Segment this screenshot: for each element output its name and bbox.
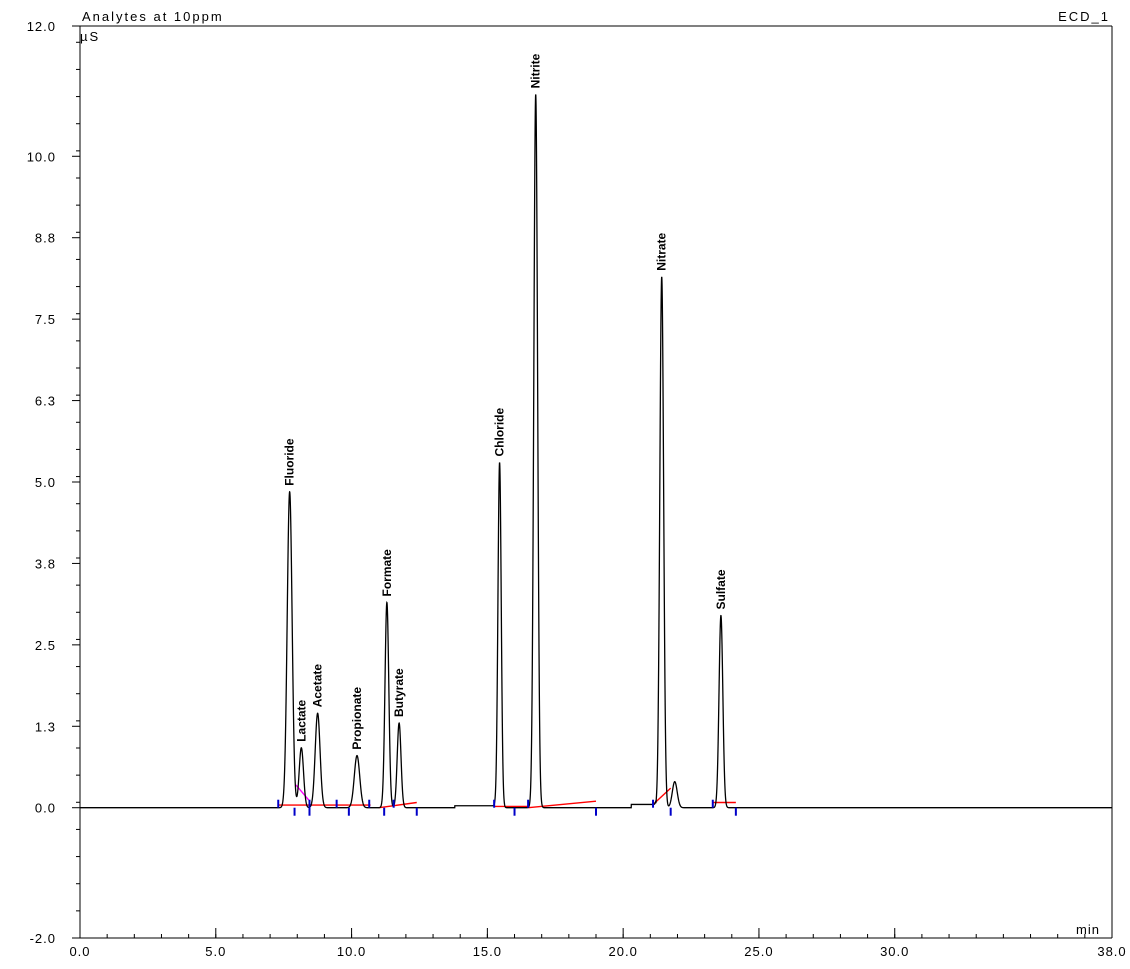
y-tick-label: 5.0 bbox=[35, 475, 56, 490]
x-tick-label: 0.0 bbox=[69, 944, 90, 959]
chromatogram-trace bbox=[80, 94, 1112, 809]
y-tick-label: 0.0 bbox=[35, 801, 56, 816]
y-tick-label: 12.0 bbox=[27, 19, 56, 34]
peak-label-sulfate: Sulfate bbox=[714, 569, 728, 609]
detector-label: ECD_1 bbox=[1058, 9, 1110, 24]
peak-label-nitrite: Nitrite bbox=[529, 53, 543, 88]
y-axis-label: µS bbox=[80, 29, 100, 44]
integration-marks bbox=[277, 799, 737, 816]
y-tick-label: 1.3 bbox=[35, 719, 56, 734]
baseline-segment bbox=[528, 800, 597, 809]
x-tick-label: 5.0 bbox=[205, 944, 226, 959]
y-tick-label: 7.5 bbox=[35, 312, 56, 327]
x-tick-label: 25.0 bbox=[744, 944, 773, 959]
peak-label-propionate: Propionate bbox=[350, 687, 364, 750]
y-tick-label: 2.5 bbox=[35, 638, 56, 653]
peak-label-formate: Formate bbox=[380, 549, 394, 597]
y-tick-label: 6.3 bbox=[35, 394, 56, 409]
chart-title: Analytes at 10ppm bbox=[82, 9, 224, 24]
baseline-segment bbox=[378, 801, 417, 809]
peak-label-acetate: Acetate bbox=[311, 664, 325, 708]
peak-label-butyrate: Butyrate bbox=[392, 668, 406, 717]
x-tick-label: 20.0 bbox=[609, 944, 638, 959]
peak-label-fluoride: Fluoride bbox=[283, 438, 297, 486]
x-tick-label: 10.0 bbox=[337, 944, 366, 959]
peak-label-nitrate: Nitrate bbox=[655, 232, 669, 270]
y-tick-label: 10.0 bbox=[27, 149, 56, 164]
x-tick-label: 15.0 bbox=[473, 944, 502, 959]
axes: -2.0 0.0 1.3 2.5 3.8 5.0 6.3 7.5 8.8 10.0 12.0 0.0 5… bbox=[27, 19, 1126, 959]
y-tick-label: 8.8 bbox=[35, 231, 56, 246]
trace-layer bbox=[80, 94, 1112, 809]
x-tick-label: 38.0 bbox=[1097, 944, 1126, 959]
peak-label-chloride: Chloride bbox=[493, 408, 507, 457]
peak-label-lactate: Lactate bbox=[294, 699, 308, 741]
x-tick-label: 30.0 bbox=[880, 944, 909, 959]
y-tick-label: -2.0 bbox=[30, 931, 56, 946]
x-axis-label: min bbox=[1076, 922, 1100, 937]
y-tick-label: 3.8 bbox=[35, 556, 56, 571]
